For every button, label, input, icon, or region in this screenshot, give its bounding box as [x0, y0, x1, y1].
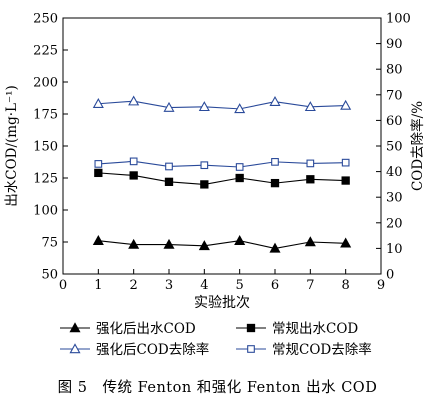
y-right-tick-label: 100 [386, 12, 411, 27]
data-point [234, 234, 246, 245]
y-left-tick-label: 250 [33, 12, 58, 27]
data-point [340, 99, 352, 110]
legend-marker [247, 345, 255, 353]
x-tick-label: 0 [59, 278, 67, 293]
data-point [128, 238, 140, 249]
series-line-1 [98, 240, 346, 249]
data-point [200, 180, 209, 189]
data-point [340, 237, 352, 248]
y-right-tick-label: 20 [386, 216, 403, 231]
y-right-tick-label: 0 [386, 268, 394, 283]
y-right-tick-label: 30 [386, 191, 403, 206]
x-tick-label: 3 [165, 278, 173, 293]
data-point [92, 98, 104, 108]
y-left-tick-label: 175 [33, 108, 58, 123]
x-tick-label: 5 [236, 278, 244, 293]
data-point [341, 176, 350, 185]
y-right-tick-label: 10 [386, 242, 403, 257]
data-point [163, 101, 175, 112]
legend-marker [69, 322, 81, 333]
data-point [341, 158, 350, 167]
data-point [94, 168, 103, 178]
series-line-2 [98, 172, 346, 185]
data-point [269, 242, 281, 253]
x-tick-label: 2 [130, 278, 138, 293]
y-left-tick-label: 225 [33, 44, 58, 59]
y-right-tick-label: 50 [386, 140, 403, 155]
legend-label: 强化后出水COD [96, 321, 196, 337]
dual-axis-line-chart: 0 1 2 3 4 5 6 7 8 9 50 75 100 125 150 175 200 225 250 0 10 20… [4, 12, 426, 359]
figure-caption: 图 5 传统 Fenton 和强化 Fenton 出水 COD [57, 380, 378, 396]
data-point [92, 234, 104, 245]
data-point [234, 103, 246, 114]
y-right-tick-label: 60 [386, 114, 403, 129]
y-left-tick-label: 100 [33, 204, 58, 219]
data-point [198, 240, 210, 251]
series-line-3 [98, 100, 346, 110]
y-left-tick-label: 50 [41, 268, 58, 283]
legend-marker [246, 323, 256, 333]
x-axis-label: 实验批次 [194, 295, 250, 311]
data-point [235, 173, 244, 183]
x-tick-label: 4 [200, 278, 208, 293]
data-point [269, 95, 281, 106]
x-tick-label: 9 [377, 278, 385, 293]
data-point [306, 175, 315, 184]
legend-marker [69, 343, 81, 354]
x-tick-label: 7 [306, 278, 314, 293]
y-left-tick-label: 200 [33, 76, 58, 91]
data-point [128, 95, 140, 106]
data-point [304, 236, 316, 247]
data-point [94, 160, 103, 168]
plot-frame [62, 17, 382, 275]
data-point [200, 161, 209, 170]
data-point [129, 171, 138, 180]
legend-label: 强化后COD去除率 [96, 341, 209, 358]
y-left-axis-label: 出水COD/(mg·L⁻¹) [4, 85, 20, 207]
x-tick-label: 1 [94, 278, 102, 293]
x-tick-label: 8 [342, 278, 350, 293]
x-tick-label: 6 [271, 278, 279, 293]
data-point [306, 159, 315, 168]
data-point [271, 158, 279, 166]
data-point [129, 157, 138, 166]
data-point [304, 101, 316, 112]
y-right-tick-label: 70 [386, 88, 403, 103]
y-right-tick-label: 80 [386, 63, 403, 78]
y-right-tick-label: 40 [386, 165, 403, 180]
y-left-tick-label: 125 [33, 172, 58, 187]
y-right-axis-label: COD去除率/% [409, 101, 426, 191]
data-point [164, 177, 174, 186]
data-point [270, 178, 280, 188]
data-point [165, 162, 173, 171]
y-right-tick-label: 90 [386, 37, 403, 52]
data-point [235, 163, 244, 171]
y-left-tick-label: 150 [33, 140, 58, 155]
y-left-tick-label: 75 [41, 236, 58, 251]
series-line-4 [98, 160, 346, 168]
data-point [163, 238, 175, 249]
legend-label: 常规COD去除率 [272, 341, 372, 358]
data-point [198, 101, 210, 112]
legend-label: 常规出水COD [272, 321, 358, 337]
